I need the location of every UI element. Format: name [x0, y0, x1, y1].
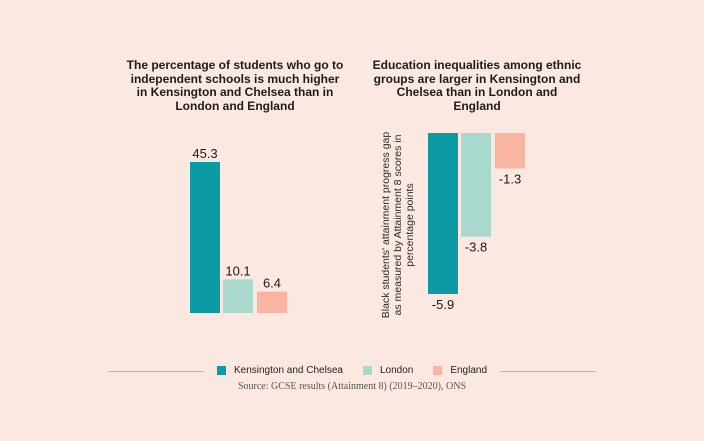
bar-independent-london	[223, 279, 253, 313]
data-label-gap-kensington: -5.9	[432, 297, 454, 312]
bar-gap-london	[461, 133, 491, 237]
legend-item-london: London	[362, 364, 414, 376]
legend-label-kensington: Kensington and Chelsea	[233, 364, 343, 376]
data-label-independent-england: 6.4	[263, 276, 281, 291]
chart-title-independent-schools: The percentage of students who go to ind…	[126, 58, 344, 113]
data-label-gap-england: -1.3	[499, 171, 521, 186]
legend-item-kensington: Kensington and Chelsea	[216, 364, 343, 376]
chart-title-inequalities: Education inequalities among ethnic grou…	[372, 58, 582, 113]
legend-swatch-london	[362, 365, 372, 375]
legend-label-london: London	[379, 364, 414, 376]
source-note: Source: GCSE results (Attainment 8) (201…	[237, 381, 467, 392]
legend-swatch-england	[433, 365, 443, 375]
legend-rule-right	[500, 371, 596, 372]
legend-swatch-kensington	[216, 365, 226, 375]
bar-gap-england	[495, 133, 525, 169]
bar-gap-kensington	[428, 133, 458, 294]
bar-independent-england	[257, 291, 287, 313]
data-label-gap-london: -3.8	[465, 240, 487, 255]
legend-item-england: England	[433, 365, 487, 376]
legend-label-england: England	[450, 364, 488, 376]
data-label-independent-kensington: 45.3	[192, 146, 217, 161]
y-axis-label: Black students' attainment progress gap …	[380, 131, 416, 319]
data-label-independent-london: 10.1	[225, 263, 250, 278]
legend: Kensington and Chelsea London England	[0, 362, 704, 378]
bar-independent-kensington	[190, 162, 220, 313]
legend-rule-left	[108, 371, 204, 372]
